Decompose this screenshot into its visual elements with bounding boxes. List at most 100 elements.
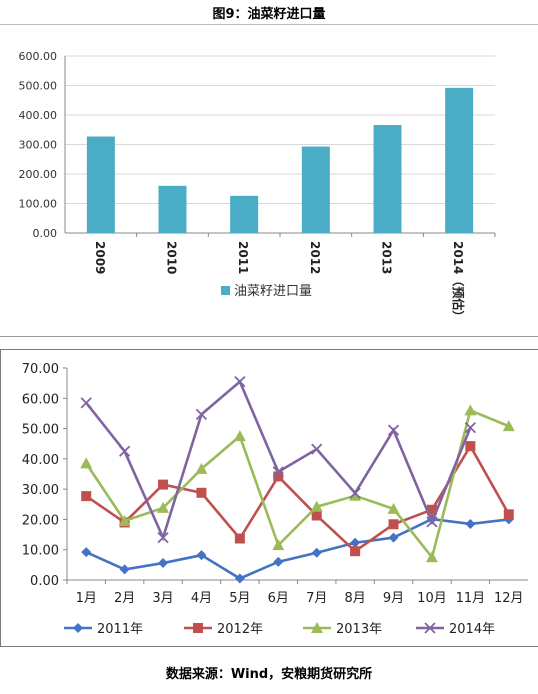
x-tick-label: 2013 [380, 241, 394, 274]
x-tick-label: 2月 [114, 591, 135, 606]
x-tick-label: 2010 [165, 241, 179, 274]
data-point [80, 397, 92, 409]
data-point [233, 430, 246, 442]
y-tick-label: 60.00 [22, 392, 59, 407]
data-point [273, 556, 284, 567]
data-point [195, 462, 208, 474]
data-point [464, 422, 477, 434]
data-point [80, 457, 93, 469]
x-tick-label: 2009 [93, 241, 107, 274]
x-tick-label: 2014（预估） [451, 241, 466, 322]
y-tick-label: 0.00 [33, 227, 58, 240]
y-tick-label: 200.00 [19, 168, 58, 181]
data-point [349, 487, 361, 499]
data-point [193, 623, 203, 633]
legend-label: 2012年 [217, 622, 263, 637]
y-tick-label: 500.00 [19, 80, 58, 93]
bar [158, 185, 187, 233]
x-tick-label: 11月 [456, 591, 486, 606]
bar [373, 125, 402, 233]
data-point [158, 479, 169, 490]
legend-label: 2013年 [336, 622, 382, 637]
data-point [196, 550, 207, 561]
figure-title: 图9：油菜籽进口量 [212, 7, 326, 22]
y-tick-label: 70.00 [22, 362, 59, 377]
data-point [424, 622, 436, 634]
y-tick-label: 0.00 [30, 574, 59, 589]
x-tick-label: 7月 [306, 591, 327, 606]
series-1 [81, 441, 514, 557]
data-point [157, 501, 170, 513]
data-point [349, 489, 362, 501]
legend-swatch [221, 286, 230, 295]
data-point [425, 551, 438, 563]
data-point [310, 500, 323, 512]
x-tick-label: 8月 [344, 591, 365, 606]
legend-label: 2011年 [97, 622, 143, 637]
data-point [464, 404, 477, 416]
bar [86, 136, 115, 233]
data-point [388, 532, 399, 543]
data-point [81, 547, 92, 558]
data-point [311, 510, 322, 521]
x-tick-label: 12月 [494, 591, 524, 606]
bar [301, 146, 330, 233]
y-tick-label: 300.00 [19, 139, 58, 152]
y-tick-label: 40.00 [22, 453, 59, 468]
data-point [465, 518, 476, 529]
y-tick-label: 10.00 [22, 544, 59, 559]
y-tick-label: 600.00 [19, 50, 58, 63]
data-point [118, 514, 131, 526]
data-point [234, 573, 245, 584]
data-point [350, 537, 361, 548]
data-point [234, 533, 245, 544]
data-point [387, 424, 400, 436]
y-tick-label: 30.00 [22, 483, 59, 498]
y-tick-label: 100.00 [19, 198, 58, 211]
x-tick-label: 10月 [417, 591, 447, 606]
data-point [73, 623, 83, 633]
y-tick-label: 20.00 [22, 513, 59, 528]
data-point [311, 443, 323, 455]
data-source: 数据来源：Wind，安粮期货研究所 [165, 667, 373, 682]
data-point [426, 516, 438, 528]
x-tick-label: 3月 [152, 591, 173, 606]
x-tick-label: 2012 [308, 241, 322, 274]
data-point [157, 531, 169, 544]
data-point [234, 375, 246, 388]
data-point [311, 622, 323, 633]
series-line [85, 517, 509, 580]
data-point [311, 547, 322, 558]
line-chart: 0.00 10.00 20.00 30.00 40.00 50.00 60.00 70.00 1… [22, 362, 528, 637]
x-tick-label: 6月 [268, 591, 289, 606]
data-point [502, 420, 515, 432]
data-point [503, 509, 514, 520]
y-tick-label: 50.00 [22, 423, 59, 438]
data-point [196, 487, 207, 498]
series-3 [80, 375, 477, 544]
data-point [158, 558, 169, 569]
data-point [387, 502, 400, 514]
y-tick-label: 400.00 [19, 109, 58, 122]
legend-label: 2014年 [449, 622, 495, 637]
data-point [426, 504, 437, 515]
bar-chart: 0.00 100.00 200.00 300.00 400.00 500.00 600.00… [19, 50, 496, 322]
x-tick-label: 9月 [383, 591, 404, 606]
data-point [350, 546, 361, 557]
x-tick-label: 5月 [229, 591, 250, 606]
data-point [272, 466, 284, 478]
series-line [85, 443, 510, 553]
series-2 [80, 404, 515, 563]
line-chart-panel: 0.00 10.00 20.00 30.00 40.00 50.00 60.00 70.00 1… [0, 349, 538, 647]
bar [230, 195, 259, 233]
data-point [195, 408, 208, 420]
data-point [118, 445, 131, 457]
data-point [273, 471, 284, 482]
series-line [85, 408, 510, 561]
data-point [119, 564, 130, 575]
x-tick-label: 4月 [191, 591, 212, 606]
x-tick-label: 2011 [236, 241, 250, 274]
data-point [465, 441, 476, 452]
data-point [388, 519, 399, 530]
data-point [81, 491, 92, 502]
